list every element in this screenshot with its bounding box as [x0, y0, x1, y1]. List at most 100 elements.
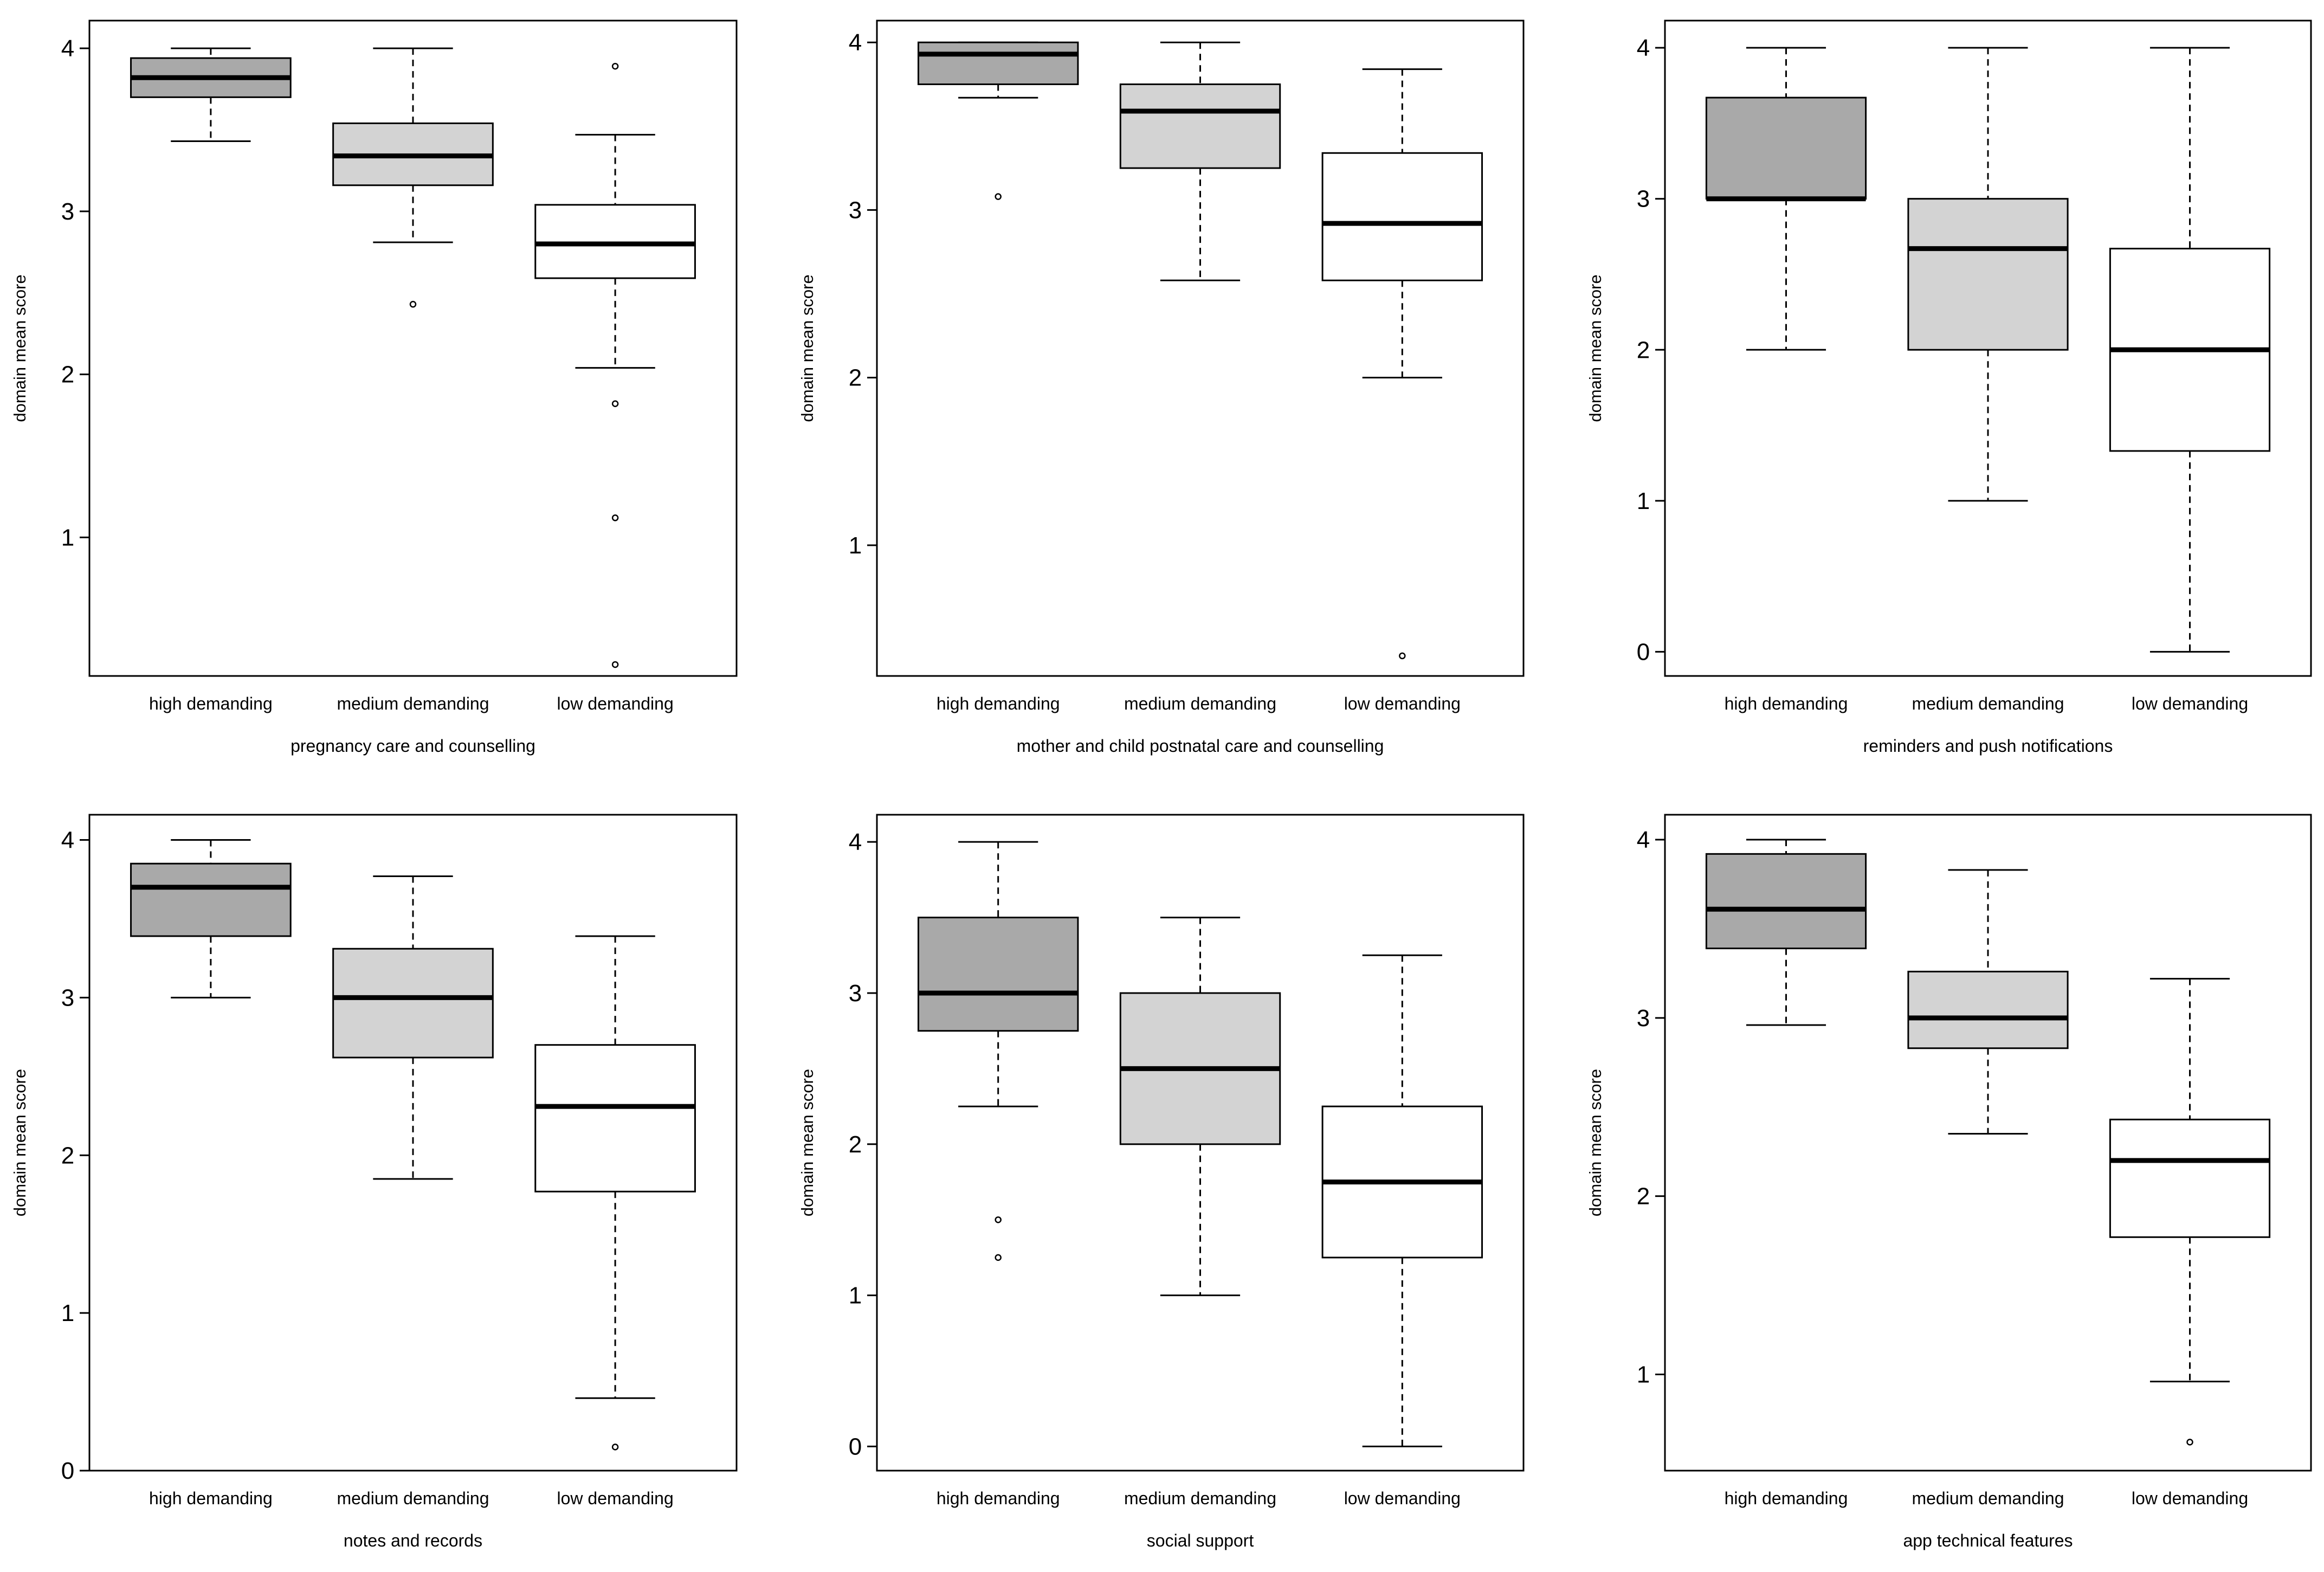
y-tick-label: 0: [849, 1433, 862, 1460]
category-label: low demanding: [1344, 1489, 1461, 1508]
iqr-box: [917, 917, 1079, 1032]
iqr-box: [1907, 198, 2069, 351]
iqr-box: [917, 41, 1079, 85]
x-axis-title: notes and records: [344, 1531, 482, 1550]
y-tick-label: 4: [1637, 35, 1650, 61]
y-tick-label: 3: [849, 197, 862, 223]
panel-4: 0 1 2 3 4 domain mean score high demanding medi…: [10, 814, 738, 1550]
x-axis-title: mother and child postnatal care and coun…: [1017, 736, 1384, 756]
y-tick-label: 3: [849, 980, 862, 1007]
y-tick-label: 4: [849, 829, 862, 855]
y-axis-title: domain mean score: [10, 1069, 29, 1216]
outlier-point: [995, 193, 1002, 200]
outlier-point: [611, 661, 619, 668]
outlier-point: [2186, 1439, 2193, 1446]
y-tick-label: 4: [61, 827, 74, 854]
x-axis-title: social support: [1147, 1531, 1254, 1550]
iqr-box: [1705, 96, 1867, 200]
outlier-point: [611, 514, 619, 521]
category-label: low demanding: [2132, 1489, 2248, 1508]
x-axis-title: pregnancy care and counselling: [290, 736, 535, 756]
category-label: medium demanding: [1124, 694, 1276, 713]
iqr-box: [130, 862, 292, 937]
y-tick-label: 2: [61, 1142, 74, 1169]
x-axis-title: reminders and push notifications: [1863, 736, 2113, 756]
category-label: medium demanding: [1912, 694, 2064, 713]
box-low-demanding: [2109, 47, 2271, 653]
iqr-box: [332, 948, 494, 1059]
panel-3: 0 1 2 3 4 domain mean score high demanding medi…: [1586, 20, 2312, 756]
outlier-point: [409, 301, 417, 308]
box-low-demanding: [1321, 68, 1483, 660]
box-high-demanding: [917, 841, 1079, 1261]
plot-frame: [88, 814, 738, 1472]
y-axis-title: domain mean score: [10, 274, 29, 422]
iqr-box: [1321, 152, 1483, 281]
category-label: medium demanding: [1124, 1489, 1276, 1508]
plot-frame: [876, 814, 1525, 1472]
box-low-demanding: [534, 62, 696, 668]
y-axis-title: domain mean score: [798, 1069, 817, 1216]
box-high-demanding: [130, 839, 292, 998]
y-tick-label: 1: [849, 1283, 862, 1309]
box-high-demanding: [1705, 839, 1867, 1026]
iqr-box: [1119, 83, 1281, 169]
y-tick-label: 2: [1637, 1183, 1650, 1210]
iqr-box: [2109, 1118, 2271, 1238]
panel-1: 1 2 3 4 domain mean score high demanding mediu…: [10, 20, 738, 756]
category-label: medium demanding: [1912, 1489, 2064, 1508]
y-tick-label: 2: [1637, 337, 1650, 363]
y-axis-title: domain mean score: [798, 274, 817, 422]
y-tick-label: 2: [849, 365, 862, 391]
iqr-box: [1907, 970, 2069, 1049]
iqr-box: [534, 1044, 696, 1193]
box-medium-demanding: [1119, 41, 1281, 281]
box-high-demanding: [917, 41, 1079, 200]
box-medium-demanding: [1907, 47, 2069, 502]
y-tick-label: 1: [1637, 488, 1650, 514]
category-label: low demanding: [557, 694, 674, 713]
category-label: low demanding: [557, 1489, 674, 1508]
outlier-point: [1399, 652, 1406, 660]
y-tick-label: 1: [61, 1300, 74, 1326]
category-label: high demanding: [1725, 694, 1848, 713]
box-medium-demanding: [332, 875, 494, 1180]
category-label: medium demanding: [337, 1489, 489, 1508]
box-medium-demanding: [1119, 917, 1281, 1297]
y-tick-label: 0: [61, 1458, 74, 1484]
category-label: low demanding: [1344, 694, 1461, 713]
y-tick-label: 3: [1637, 186, 1650, 212]
box-low-demanding: [534, 935, 696, 1451]
box-high-demanding: [1705, 47, 1867, 351]
plot-frame: [88, 20, 738, 677]
outlier-point: [611, 1444, 619, 1451]
plot-frame: [1664, 814, 2312, 1472]
box-medium-demanding: [1907, 869, 2069, 1135]
category-label: high demanding: [149, 1489, 273, 1508]
y-tick-label: 0: [1637, 639, 1650, 665]
plot-frame: [876, 20, 1525, 677]
plot-frame: [1664, 20, 2312, 677]
category-label: high demanding: [149, 694, 273, 713]
box-low-demanding: [2109, 978, 2271, 1446]
category-label: low demanding: [2132, 694, 2248, 713]
y-tick-label: 4: [61, 35, 74, 62]
y-tick-label: 3: [1637, 1005, 1650, 1032]
outlier-point: [995, 1216, 1002, 1223]
box-low-demanding: [1321, 954, 1483, 1447]
y-tick-label: 1: [1637, 1361, 1650, 1388]
y-tick-label: 1: [61, 524, 74, 551]
iqr-box: [1705, 853, 1867, 950]
y-tick-label: 3: [61, 198, 74, 225]
category-label: medium demanding: [337, 694, 489, 713]
category-label: high demanding: [1725, 1489, 1848, 1508]
outlier-point: [611, 400, 619, 408]
y-axis-title: domain mean score: [1586, 1069, 1605, 1216]
y-tick-label: 2: [849, 1131, 862, 1158]
y-tick-label: 4: [1637, 827, 1650, 853]
category-label: high demanding: [937, 1489, 1060, 1508]
y-tick-label: 1: [849, 532, 862, 559]
outlier-point: [995, 1254, 1002, 1261]
y-tick-label: 3: [61, 984, 74, 1011]
